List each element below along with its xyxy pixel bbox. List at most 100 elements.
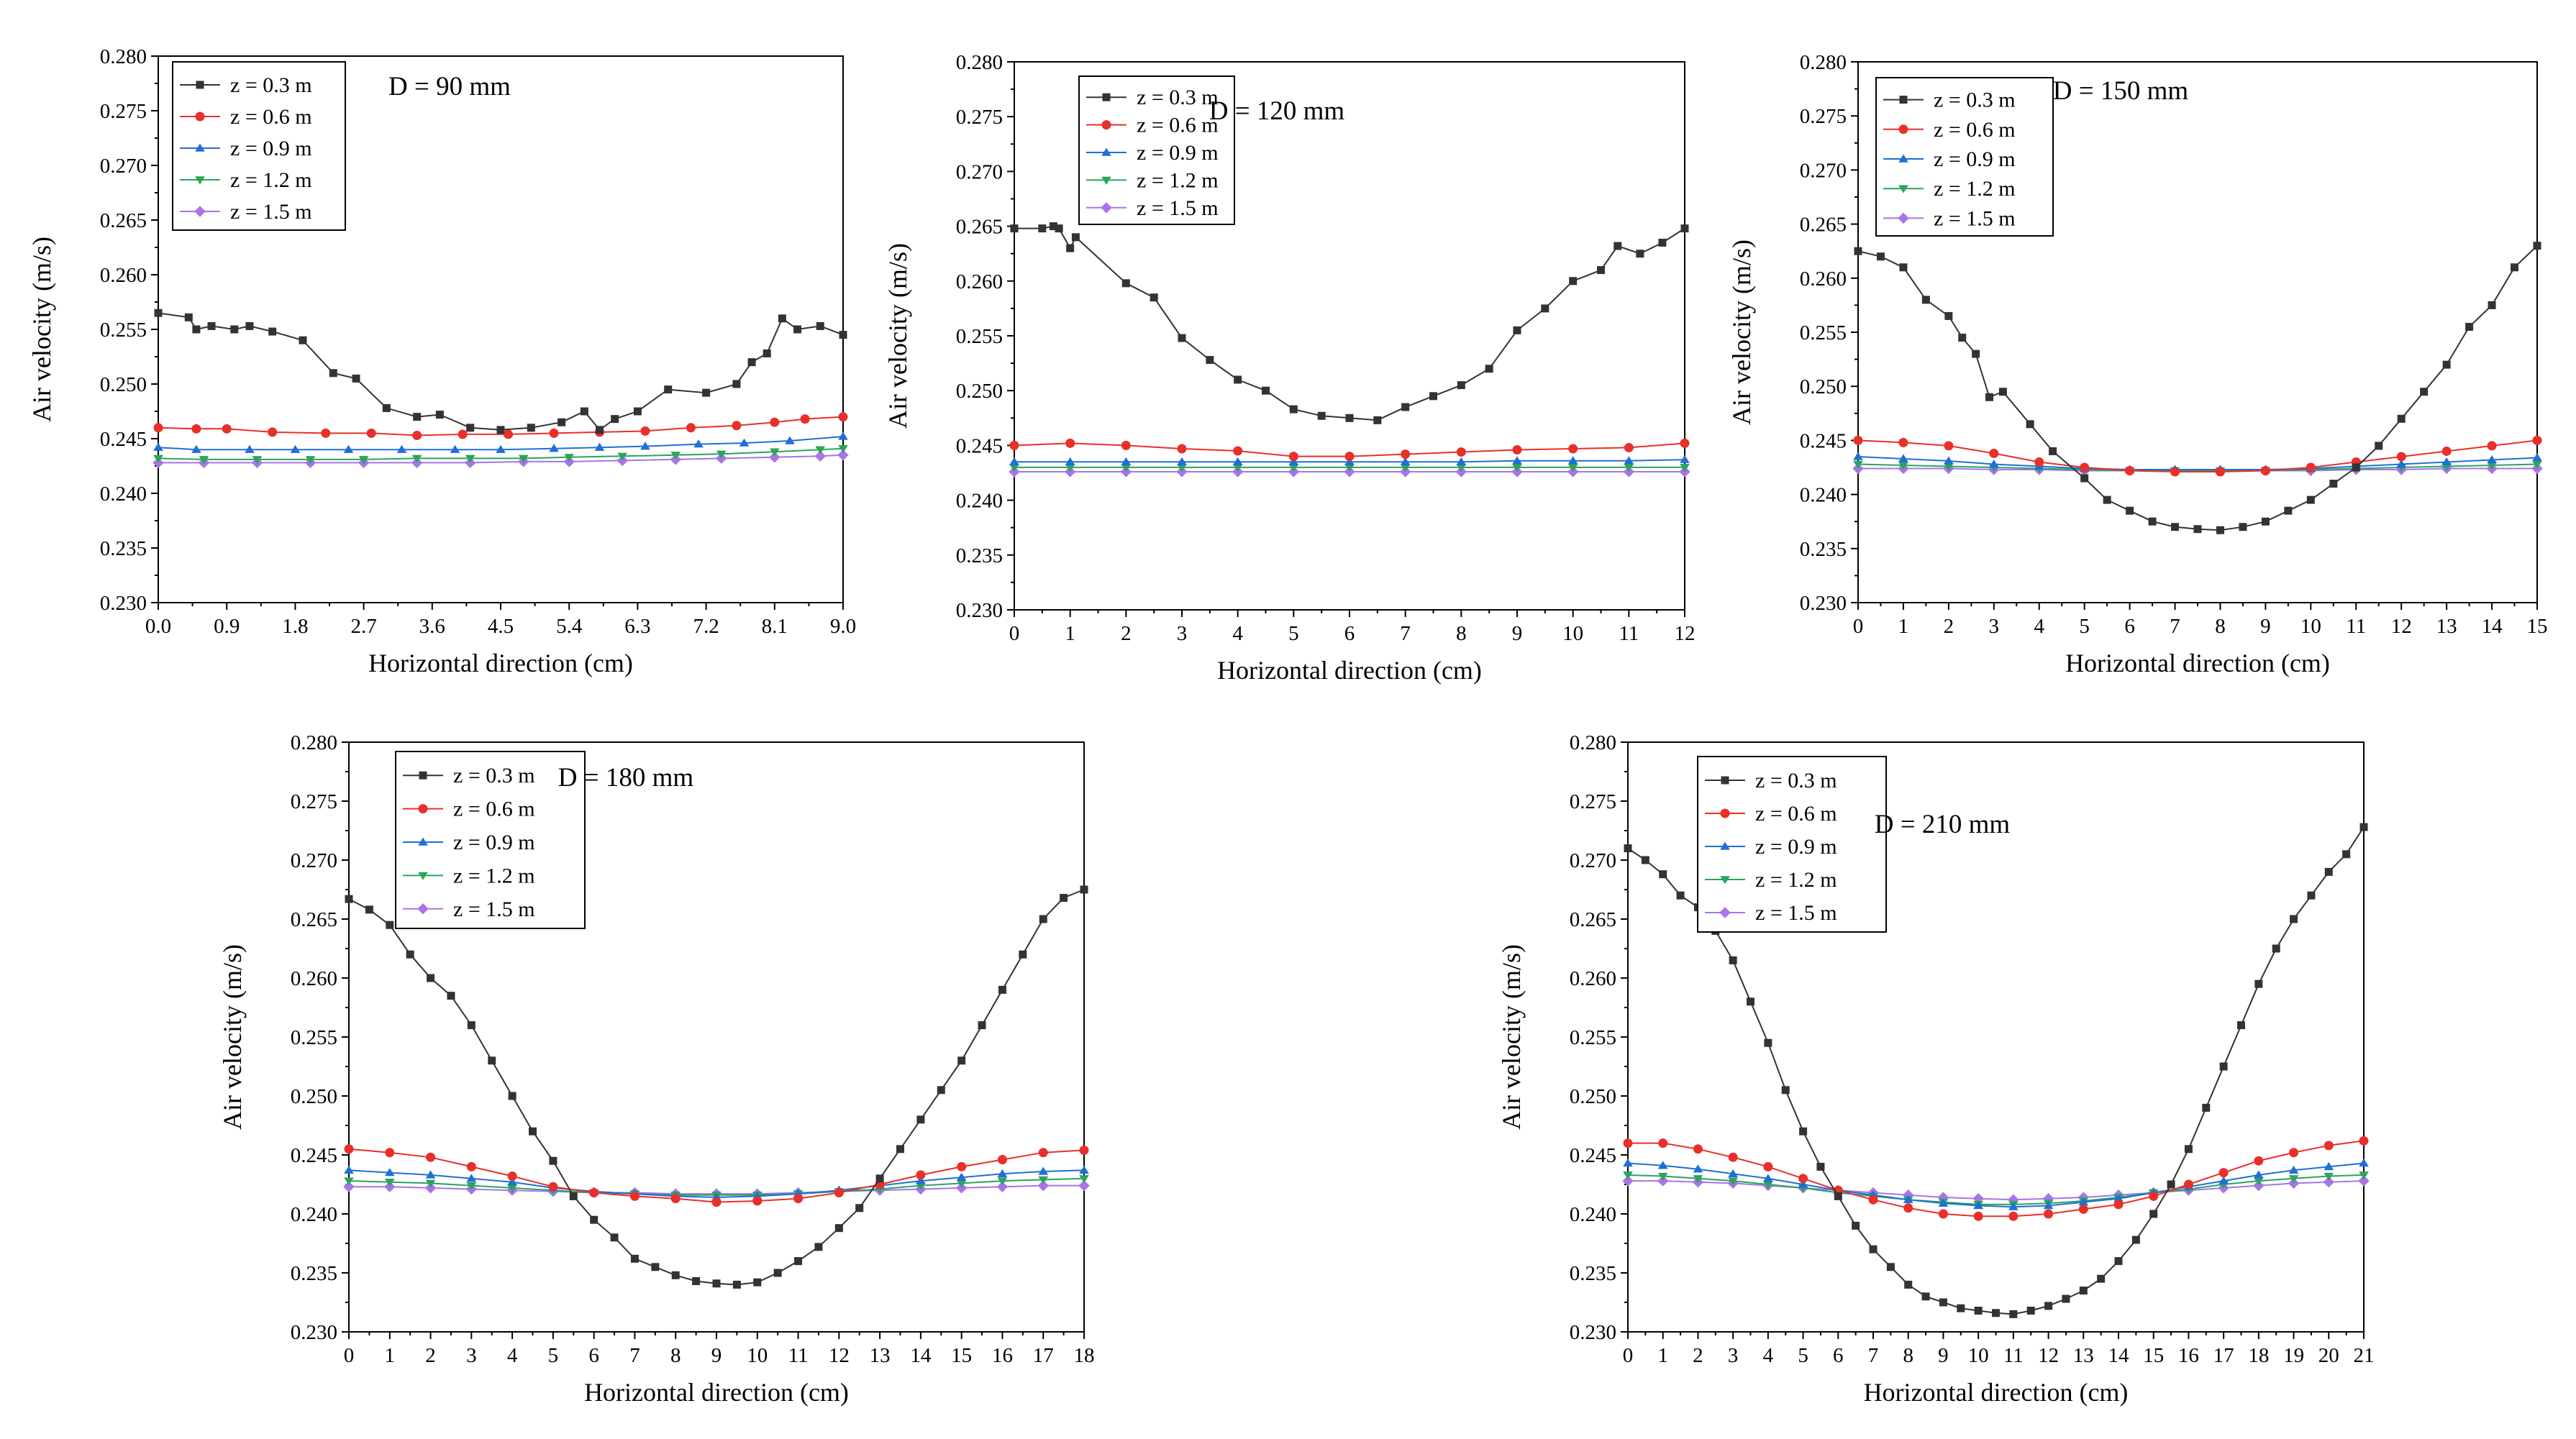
data-point — [305, 456, 316, 465]
data-point — [1037, 1179, 1049, 1192]
data-point — [2487, 454, 2497, 464]
x-tick-label: 3 — [1989, 615, 2000, 638]
data-point — [549, 1156, 557, 1165]
data-point — [1853, 452, 1863, 460]
data-point — [1869, 1245, 1878, 1253]
x-tick-label: 9.0 — [830, 615, 856, 638]
y-tick-label: 0.270 — [1800, 159, 1847, 182]
y-tick-label: 0.250 — [1570, 1085, 1616, 1108]
data-point — [1121, 440, 1131, 450]
data-point — [2202, 1103, 2211, 1112]
data-point — [2239, 523, 2247, 531]
data-point — [770, 417, 780, 427]
legend-item: z = 0.6 m — [1705, 802, 1837, 826]
data-point — [2183, 1179, 2193, 1189]
data-point — [2442, 360, 2451, 369]
series-0-9m — [344, 1165, 1089, 1201]
data-point — [1798, 1174, 1808, 1184]
x-tick-label: 17 — [1033, 1344, 1054, 1367]
legend-marker — [1719, 907, 1731, 918]
x-tick-label: 6 — [1344, 622, 1355, 645]
data-point — [154, 309, 163, 317]
data-point — [1624, 456, 1634, 465]
data-point — [1898, 437, 1908, 447]
y-tick-label: 0.255 — [1800, 321, 1847, 344]
data-point — [385, 1148, 395, 1158]
data-point — [2044, 1209, 2054, 1219]
y-tick-label: 0.265 — [291, 908, 337, 931]
y-tick-label: 0.260 — [291, 967, 337, 990]
data-point — [2511, 263, 2519, 272]
data-point — [875, 1174, 884, 1183]
data-point — [1513, 326, 1521, 334]
data-point — [896, 1145, 904, 1154]
y-axis-title: Air velocity (m/s) — [883, 243, 912, 429]
data-point — [611, 415, 619, 424]
y-axis-title: Air velocity (m/s) — [1497, 944, 1526, 1130]
x-tick-label: 16 — [2178, 1344, 2199, 1367]
data-point — [2288, 1177, 2300, 1189]
chart-panel-5: 0.230 0.235 0.240 0.245 0.250 0.255 0.260 0.265… — [1497, 731, 2375, 1407]
data-point — [702, 388, 711, 397]
legend-label: z = 0.9 m — [453, 831, 535, 854]
x-tick-label: 10 — [747, 1344, 768, 1367]
y-tick-label: 0.270 — [291, 849, 337, 872]
x-tick-label: 7 — [629, 1344, 640, 1367]
data-point — [153, 442, 163, 451]
data-point — [1658, 1138, 1668, 1148]
x-tick-label: 11 — [2346, 615, 2366, 638]
data-point — [1623, 1159, 1633, 1167]
y-tick-label: 0.275 — [1570, 790, 1616, 813]
data-point — [358, 456, 369, 465]
data-point — [1038, 1176, 1049, 1184]
y-tick-label: 0.230 — [291, 1321, 337, 1344]
x-tick-label: 13 — [2436, 615, 2457, 638]
series-line — [1627, 1174, 2365, 1205]
data-point — [2103, 495, 2111, 504]
data-point — [2290, 915, 2298, 923]
data-point — [496, 444, 506, 453]
data-point — [488, 1056, 496, 1065]
y-tick-label: 0.235 — [1800, 538, 1847, 561]
data-point — [1921, 1292, 1930, 1301]
x-tick-label: 8 — [670, 1344, 681, 1367]
data-point — [617, 452, 628, 461]
series-0-3m — [1010, 222, 1689, 424]
x-tick-label: 2 — [1121, 622, 1132, 645]
data-point — [184, 313, 193, 321]
data-point — [1939, 1298, 1947, 1307]
legend-item: z = 1.2 m — [1883, 177, 2016, 201]
data-point — [450, 444, 460, 453]
data-point — [1009, 464, 1019, 472]
data-point — [2043, 1201, 2054, 1210]
data-point — [997, 1155, 1007, 1165]
data-point — [2034, 457, 2044, 467]
data-point — [1985, 393, 1994, 401]
data-point — [2009, 1310, 2018, 1318]
data-point — [2114, 1257, 2123, 1266]
data-point — [1623, 1171, 1633, 1180]
data-point — [549, 444, 559, 452]
x-tick-label: 4 — [2034, 615, 2044, 638]
data-point — [2080, 474, 2089, 483]
data-point — [1876, 252, 1885, 261]
y-tick-label: 0.240 — [1570, 1203, 1616, 1226]
data-point — [1853, 460, 1863, 469]
data-point — [686, 423, 696, 433]
data-point — [2080, 462, 2090, 472]
data-point — [569, 1192, 578, 1200]
data-point — [816, 321, 824, 330]
legend-label: z = 0.9 m — [230, 137, 312, 160]
data-point — [153, 454, 163, 463]
data-point — [1066, 244, 1075, 252]
legend-box — [1875, 77, 2054, 237]
data-point — [1624, 844, 1632, 853]
legend-marker — [417, 903, 429, 915]
data-point — [838, 431, 848, 440]
data-point — [1763, 1161, 1773, 1171]
data-point — [447, 992, 455, 1000]
data-point — [2342, 850, 2351, 859]
x-tick-label: 17 — [2213, 1344, 2234, 1367]
data-point — [814, 1243, 823, 1251]
data-point — [1680, 464, 1690, 472]
